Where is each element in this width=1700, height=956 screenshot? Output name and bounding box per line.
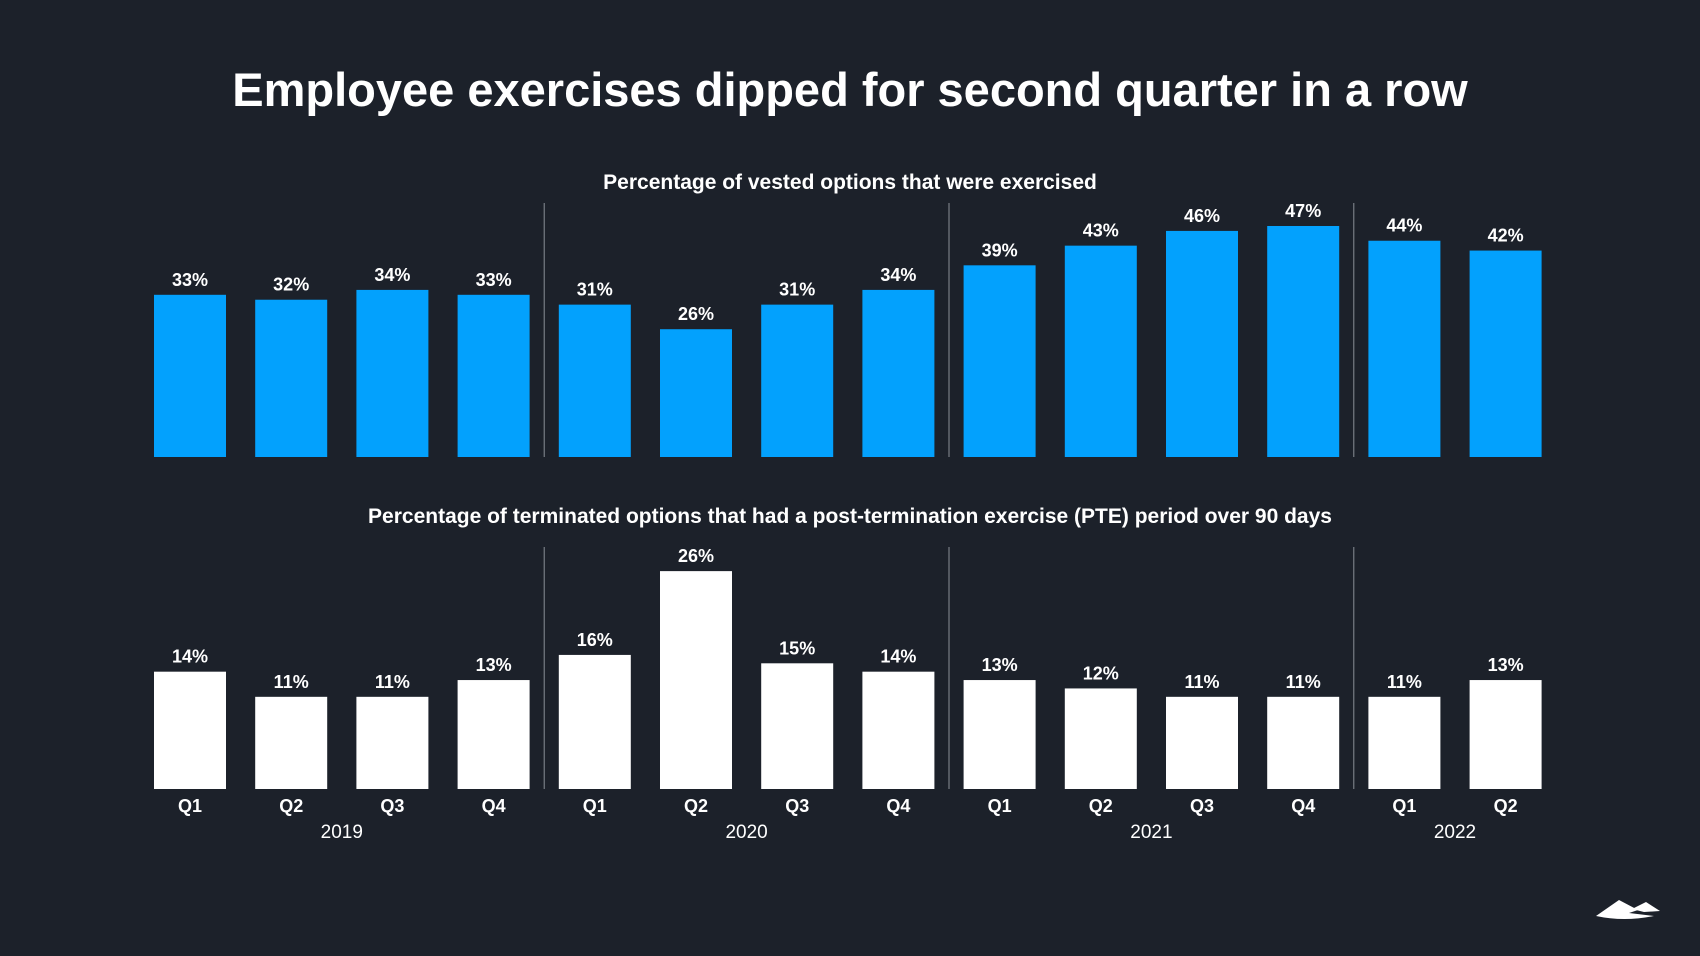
x-tick-label: Q1 — [988, 796, 1012, 816]
data-label: 14% — [172, 647, 208, 667]
x-tick-label: Q3 — [380, 796, 404, 816]
x-tick-label: Q1 — [178, 796, 202, 816]
x-tick-label: Q2 — [279, 796, 303, 816]
year-label: 2019 — [321, 822, 363, 843]
x-tick-label: Q4 — [886, 796, 910, 816]
top-chart-title: Percentage of vested options that were e… — [603, 171, 1097, 194]
year-label: 2020 — [725, 822, 767, 843]
data-label: 15% — [779, 638, 815, 658]
bottom-chart-title: Percentage of terminated options that ha… — [368, 505, 1332, 528]
data-label: 42% — [1488, 226, 1524, 246]
bar — [1267, 225, 1340, 457]
bar — [963, 680, 1036, 789]
x-tick-label: Q2 — [1494, 796, 1518, 816]
bar — [1368, 240, 1441, 457]
data-label: 13% — [476, 655, 512, 675]
mountain-logo-icon — [1596, 900, 1660, 919]
year-label: 2021 — [1130, 822, 1172, 843]
bar — [862, 671, 935, 789]
bar — [154, 671, 226, 789]
bar — [457, 294, 530, 457]
x-tick-label: Q3 — [785, 796, 809, 816]
bar — [1368, 696, 1441, 789]
data-label: 11% — [1184, 672, 1219, 692]
data-label: 39% — [982, 240, 1018, 260]
data-label: 11% — [1286, 672, 1321, 692]
bar — [356, 696, 429, 789]
data-label: 47% — [1285, 201, 1321, 221]
bar — [660, 571, 732, 789]
x-tick-label: Q4 — [1291, 796, 1315, 816]
data-label: 13% — [982, 655, 1018, 675]
data-label: 43% — [1083, 221, 1119, 241]
data-label: 11% — [274, 672, 309, 692]
bar — [862, 289, 935, 457]
data-label: 31% — [577, 280, 613, 300]
bar — [255, 299, 328, 457]
page-title: Employee exercises dipped for second qua… — [232, 63, 1468, 116]
bar — [558, 654, 631, 789]
data-label: 33% — [172, 270, 208, 290]
data-label: 14% — [880, 647, 916, 667]
bar — [660, 329, 732, 457]
bar — [356, 289, 429, 457]
data-label: 26% — [678, 546, 714, 566]
data-label: 44% — [1386, 216, 1422, 236]
data-label: 33% — [476, 270, 512, 290]
x-tick-label: Q3 — [1190, 796, 1214, 816]
bar — [1469, 680, 1542, 789]
bar — [963, 265, 1036, 457]
data-label: 31% — [779, 280, 815, 300]
bar — [1267, 696, 1340, 789]
x-tick-label: Q2 — [684, 796, 708, 816]
x-tick-label: Q1 — [583, 796, 607, 816]
x-tick-label: Q1 — [1392, 796, 1416, 816]
bar — [1469, 250, 1542, 457]
bar — [558, 304, 631, 457]
bar — [1064, 245, 1137, 457]
data-label: 46% — [1184, 206, 1220, 226]
data-label: 11% — [375, 672, 410, 692]
bar — [457, 680, 530, 789]
data-label: 34% — [880, 265, 916, 285]
bar — [761, 663, 834, 789]
bar — [1166, 696, 1238, 789]
data-label: 16% — [577, 630, 613, 650]
data-label: 12% — [1083, 663, 1119, 683]
bar — [1166, 230, 1238, 457]
x-tick-label: Q4 — [482, 796, 506, 816]
data-label: 34% — [374, 265, 410, 285]
bar — [761, 304, 834, 457]
data-label: 32% — [273, 275, 309, 295]
data-label: 13% — [1488, 655, 1524, 675]
year-label: 2022 — [1434, 822, 1476, 843]
data-label: 26% — [678, 304, 714, 324]
data-label: 11% — [1387, 672, 1422, 692]
x-tick-label: Q2 — [1089, 796, 1113, 816]
bar — [255, 696, 328, 789]
bar — [1064, 688, 1137, 789]
bar — [154, 294, 226, 457]
